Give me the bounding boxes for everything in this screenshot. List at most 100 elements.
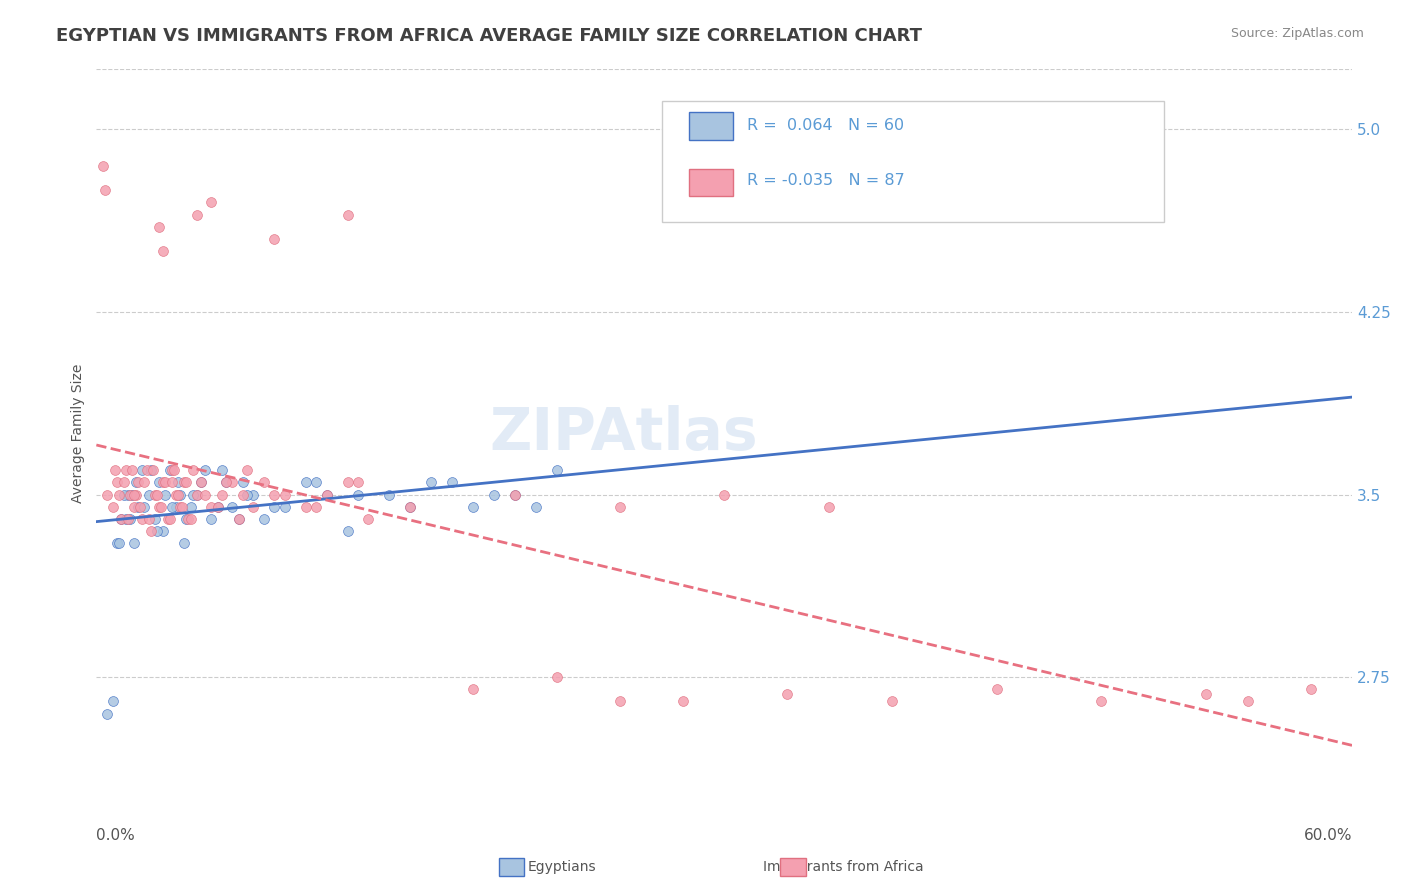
Point [93, 183, 115, 197]
Point [253, 475, 276, 490]
Point [150, 500, 173, 514]
Point [127, 475, 149, 490]
Point [524, 500, 547, 514]
Point [148, 475, 170, 490]
Point [180, 512, 202, 526]
Point [165, 500, 187, 514]
Point [315, 487, 337, 501]
Point [131, 463, 153, 477]
Point [482, 487, 505, 501]
Point [121, 487, 143, 501]
Point [463, 500, 485, 514]
Text: Immigrants from Africa: Immigrants from Africa [763, 860, 924, 874]
Point [253, 512, 276, 526]
Point [112, 475, 135, 490]
Point [118, 487, 141, 501]
Point [194, 487, 217, 501]
Text: R = -0.035   N = 87: R = -0.035 N = 87 [747, 173, 904, 188]
Point [194, 463, 217, 477]
Point [420, 475, 443, 490]
Point [305, 475, 328, 490]
Point [609, 694, 631, 708]
Point [776, 687, 799, 701]
FancyBboxPatch shape [689, 112, 733, 140]
Point [159, 512, 181, 526]
Point [108, 536, 131, 550]
Point [96, 706, 118, 721]
Point [152, 524, 174, 538]
Point [609, 500, 631, 514]
Point [134, 475, 156, 490]
Point [155, 475, 177, 490]
Point [108, 487, 131, 501]
Point [169, 500, 191, 514]
Point [378, 487, 401, 501]
Point [146, 524, 169, 538]
Point [163, 463, 186, 477]
Point [336, 524, 359, 538]
Point [294, 475, 316, 490]
Point [546, 463, 568, 477]
Point [176, 512, 198, 526]
Point [200, 512, 222, 526]
Point [117, 512, 139, 526]
Point [336, 475, 359, 490]
FancyBboxPatch shape [662, 102, 1164, 222]
Point [117, 487, 139, 501]
Point [143, 512, 166, 526]
Point [155, 487, 177, 501]
Point [127, 500, 149, 514]
Text: EGYPTIAN VS IMMIGRANTS FROM AFRICA AVERAGE FAMILY SIZE CORRELATION CHART: EGYPTIAN VS IMMIGRANTS FROM AFRICA AVERA… [56, 27, 922, 45]
Point [114, 512, 136, 526]
Point [91, 159, 114, 173]
Point [186, 487, 208, 501]
Point [357, 512, 380, 526]
Point [159, 463, 181, 477]
Point [118, 512, 141, 526]
Point [546, 670, 568, 684]
Point [190, 475, 212, 490]
Point [211, 463, 233, 477]
Point [134, 500, 156, 514]
Point [172, 500, 194, 514]
Point [186, 208, 208, 222]
Point [181, 463, 204, 477]
Point [105, 475, 128, 490]
Point [232, 487, 254, 501]
Point [104, 463, 127, 477]
Point [228, 512, 250, 526]
Point [160, 463, 183, 477]
Point [215, 475, 238, 490]
Point [986, 682, 1008, 697]
Point [818, 500, 841, 514]
Point [101, 500, 124, 514]
Point [110, 512, 132, 526]
Point [263, 500, 285, 514]
Point [294, 500, 316, 514]
Point [336, 208, 359, 222]
Point [177, 512, 200, 526]
Point [215, 475, 238, 490]
Point [167, 475, 190, 490]
Point [152, 475, 174, 490]
Point [503, 487, 526, 501]
Point [236, 487, 259, 501]
Point [114, 463, 136, 477]
Point [221, 500, 243, 514]
Text: Egyptians: Egyptians [529, 860, 596, 874]
Point [228, 512, 250, 526]
Point [135, 463, 157, 477]
Point [122, 536, 145, 550]
Point [139, 463, 162, 477]
Point [399, 500, 422, 514]
Point [221, 475, 243, 490]
Point [503, 487, 526, 501]
Point [146, 487, 169, 501]
Point [190, 475, 212, 490]
Point [129, 500, 152, 514]
Point [112, 487, 135, 501]
Point [1195, 687, 1218, 701]
Point [125, 475, 148, 490]
Point [315, 487, 337, 501]
Point [176, 475, 198, 490]
